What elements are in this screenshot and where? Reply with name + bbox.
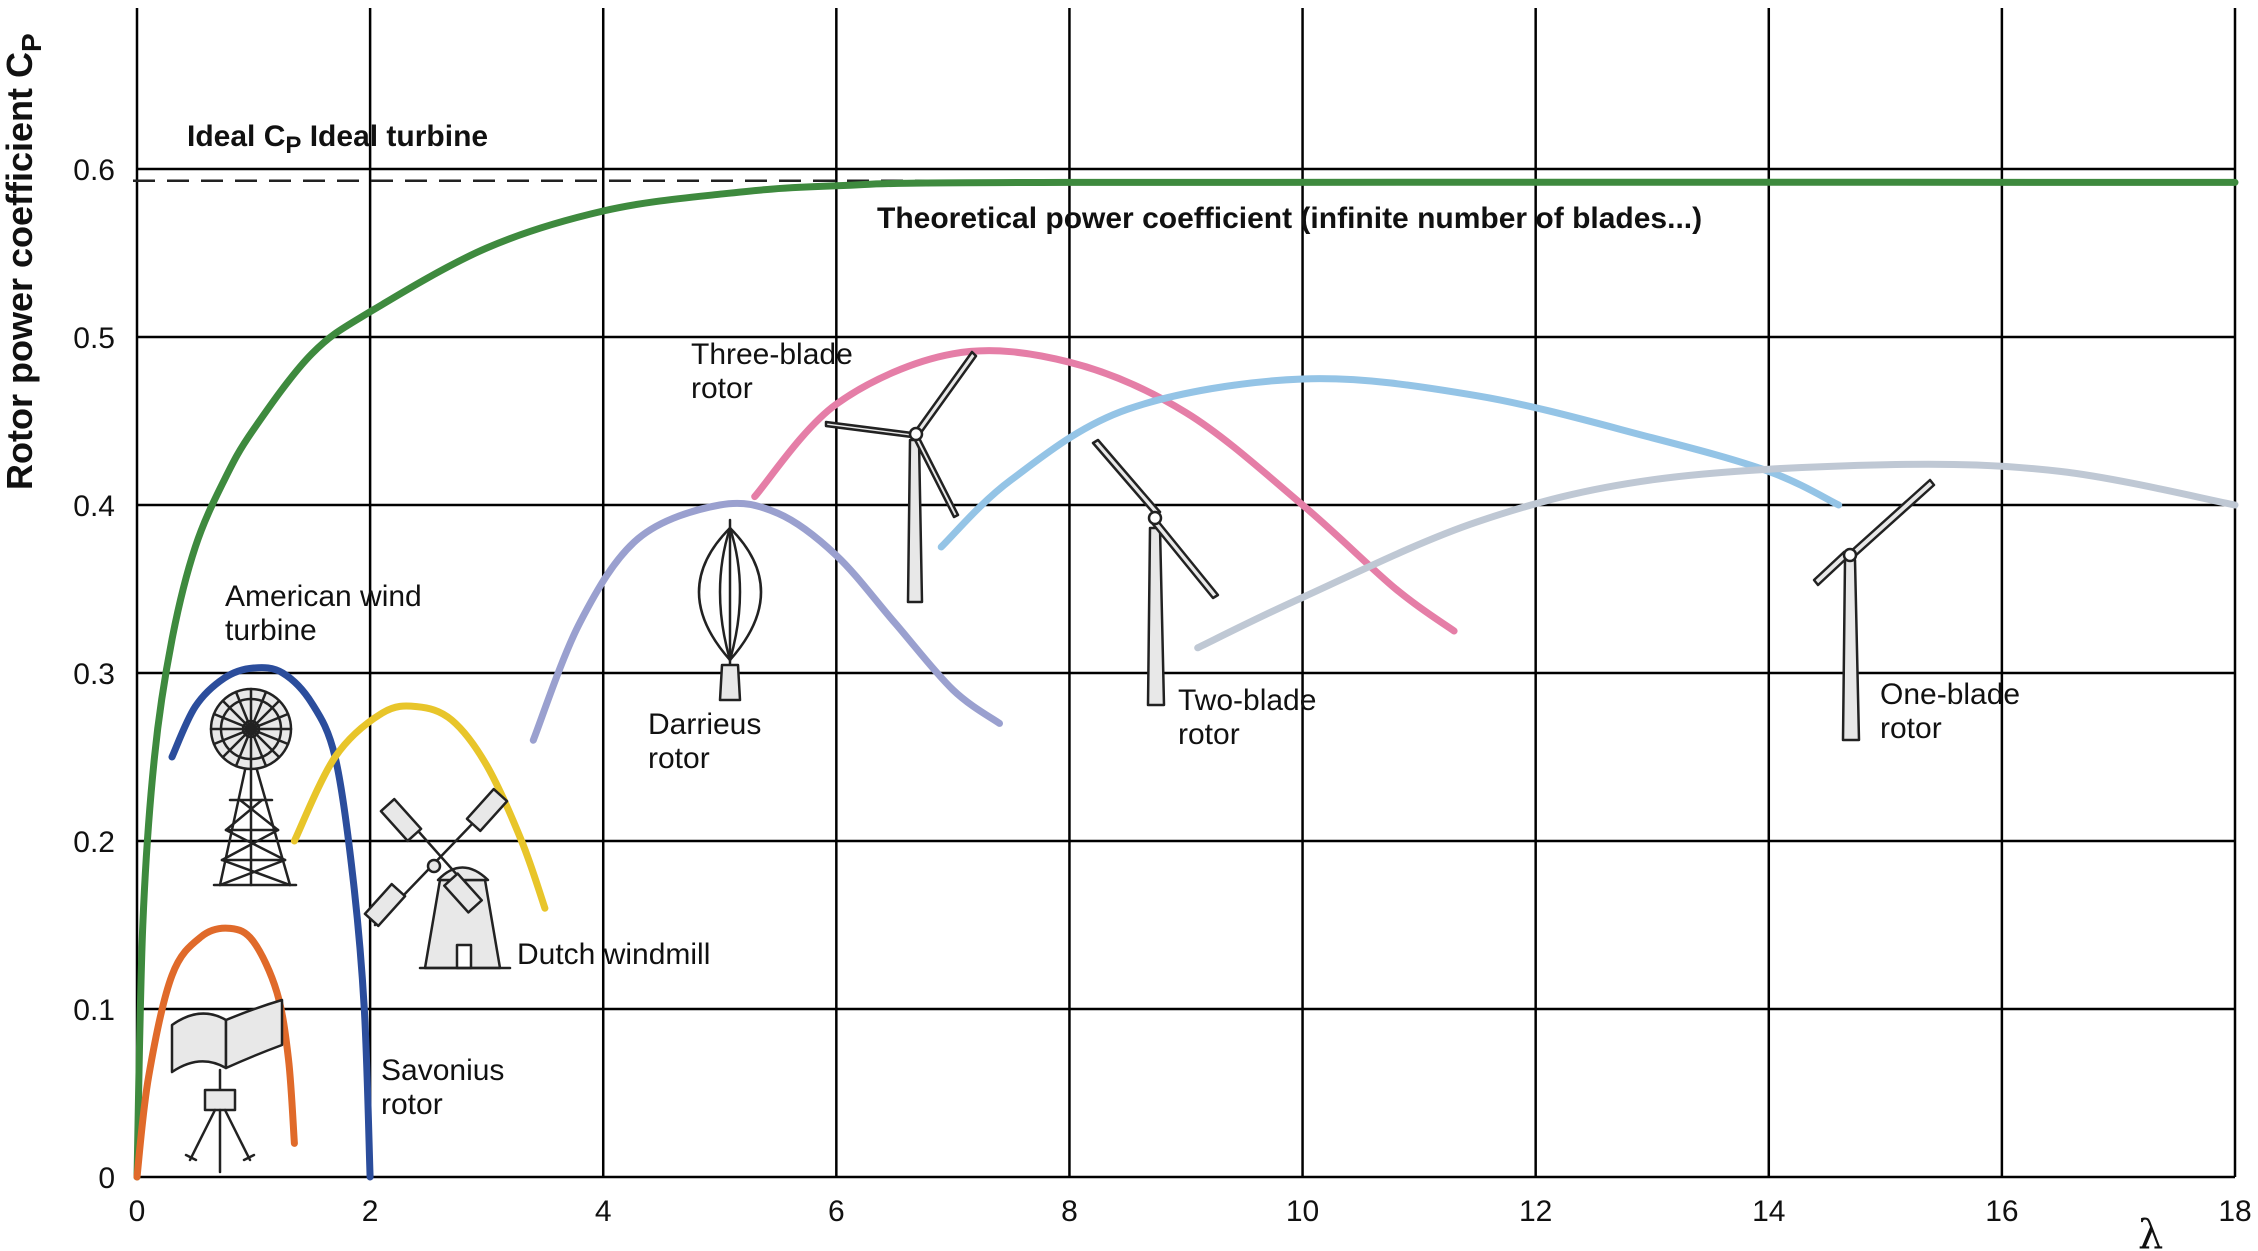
darrieus-label: Darrieus [648, 708, 761, 741]
ideal-turbine-label: Ideal CP Ideal turbine [187, 120, 488, 159]
x-tick-label: 10 [1286, 1195, 1319, 1228]
y-axis-label: Rotor power coefficient CP [0, 33, 47, 490]
three-blade-label: rotor [691, 372, 753, 405]
x-tick-label: 8 [1061, 1195, 1078, 1228]
two-blade-turbine-icon [1091, 438, 1220, 707]
darrieus-label: rotor [648, 742, 710, 775]
three-blade-turbine-icon [824, 350, 978, 604]
one-blade-label: rotor [1880, 712, 1942, 745]
series-line-theoretical-power-coefficient-infinite-number-of-blades [133, 178, 2239, 1181]
grid [135, 8, 2237, 1179]
x-tick-label: 12 [1519, 1195, 1552, 1228]
x-tick-label: 14 [1752, 1195, 1785, 1228]
y-tick-label: 0.2 [73, 826, 115, 859]
series-line-three-blade-rotor [751, 347, 1458, 635]
y-tick-label: 0 [98, 1162, 115, 1195]
y-tick-label: 0.5 [73, 322, 115, 355]
savonius-label: rotor [381, 1088, 443, 1121]
x-tick-label: 6 [828, 1195, 845, 1228]
three-blade-label: Three-blade [691, 338, 853, 371]
theoretical-curve-label: Theoretical power coefficient (infinite … [877, 202, 1702, 235]
american-windmill-icon [209, 687, 298, 887]
one-blade-turbine-icon [1812, 478, 1936, 742]
x-tick-label: 4 [595, 1195, 612, 1228]
american-label: turbine [225, 614, 317, 647]
savonius-label: Savonius [381, 1054, 504, 1087]
y-tick-label: 0.4 [73, 490, 115, 523]
series-line-dutch-windmill [290, 702, 549, 912]
x-tick-label: 18 [2218, 1195, 2251, 1228]
dutch-windmill-icon [363, 787, 512, 970]
two-blade-label: rotor [1178, 718, 1240, 751]
tick-labels: 0 2 4 6 8 10 12 14 16 18 0 0.1 0.2 0.3 0.4 0.5 0.6 [73, 154, 2251, 1228]
x-tick-label: 0 [129, 1195, 146, 1228]
darrieus-rotor-icon [697, 518, 763, 702]
series-line-two-blade-rotor [937, 375, 1843, 551]
x-axis-label: λ [2138, 1212, 2163, 1251]
two-blade-label: Two-blade [1178, 684, 1316, 717]
y-tick-label: 0.3 [73, 658, 115, 691]
savonius-rotor-icon [170, 998, 284, 1174]
dutch-label: Dutch windmill [517, 938, 710, 971]
x-tick-label: 2 [362, 1195, 379, 1228]
curves [133, 178, 2239, 1181]
x-tick-label: 16 [1985, 1195, 2018, 1228]
series-line-savonius-rotor [133, 924, 298, 1181]
american-label: American wind [225, 580, 422, 613]
series-line-american-wind-turbine [168, 664, 374, 1181]
y-tick-label: 0.6 [73, 154, 115, 187]
one-blade-label: One-blade [1880, 678, 2020, 711]
series-line-one-blade-rotor [1194, 460, 2239, 652]
y-tick-label: 0.1 [73, 994, 115, 1027]
series-line-darrieus-rotor [529, 499, 1003, 744]
